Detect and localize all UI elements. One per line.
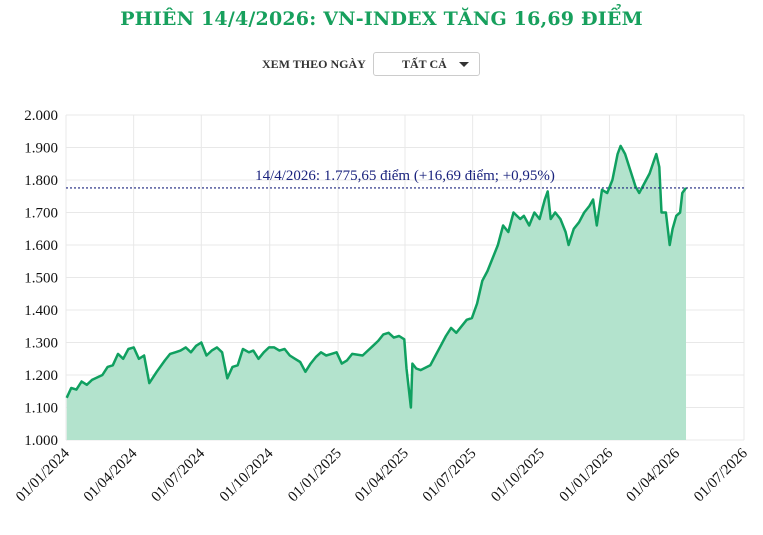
date-filter: XEM THEO NGÀY TẤT CẢ: [262, 52, 480, 76]
y-tick-label: 1.600: [24, 238, 58, 254]
x-tick-label: 01/07/2026: [691, 445, 751, 505]
x-tick-label: 01/01/2024: [13, 445, 73, 505]
x-tick-label: 01/10/2024: [217, 445, 277, 505]
y-tick-label: 1.700: [24, 206, 58, 222]
y-tick-label: 1.400: [24, 303, 58, 319]
y-tick-label: 1.900: [24, 141, 58, 157]
x-tick-label: 01/10/2025: [488, 446, 548, 506]
x-tick-label: 01/01/2026: [557, 445, 617, 505]
range-select-value: TẤT CẢ: [402, 56, 447, 71]
y-tick-label: 1.000: [24, 433, 58, 449]
y-tick-label: 2.000: [24, 108, 58, 124]
x-tick-label: 01/01/2025: [285, 446, 345, 506]
filter-label: XEM THEO NGÀY: [262, 56, 366, 71]
x-tick-label: 01/04/2025: [352, 446, 412, 506]
y-tick-label: 1.300: [24, 336, 58, 352]
index-line: [65, 144, 688, 409]
x-tick-label: 01/04/2026: [624, 445, 684, 505]
x-tick-label: 01/04/2024: [81, 445, 141, 505]
reference-label: 14/4/2026: 1.775,65 điểm (+16,69 điểm; +…: [255, 168, 555, 184]
y-tick-label: 1.100: [24, 401, 58, 417]
x-tick-label: 01/07/2024: [148, 445, 208, 505]
page-title: PHIÊN 14/4/2026: VN-INDEX TĂNG 16,69 ĐIỂ…: [120, 8, 643, 30]
y-tick-label: 1.800: [24, 173, 58, 189]
x-tick-label: 01/07/2025: [420, 446, 480, 506]
area-fill: [66, 145, 687, 440]
y-tick-label: 1.200: [24, 368, 58, 384]
y-tick-label: 1.500: [24, 271, 58, 287]
caret-down-icon: [458, 61, 469, 67]
range-select[interactable]: TẤT CẢ: [372, 52, 480, 76]
